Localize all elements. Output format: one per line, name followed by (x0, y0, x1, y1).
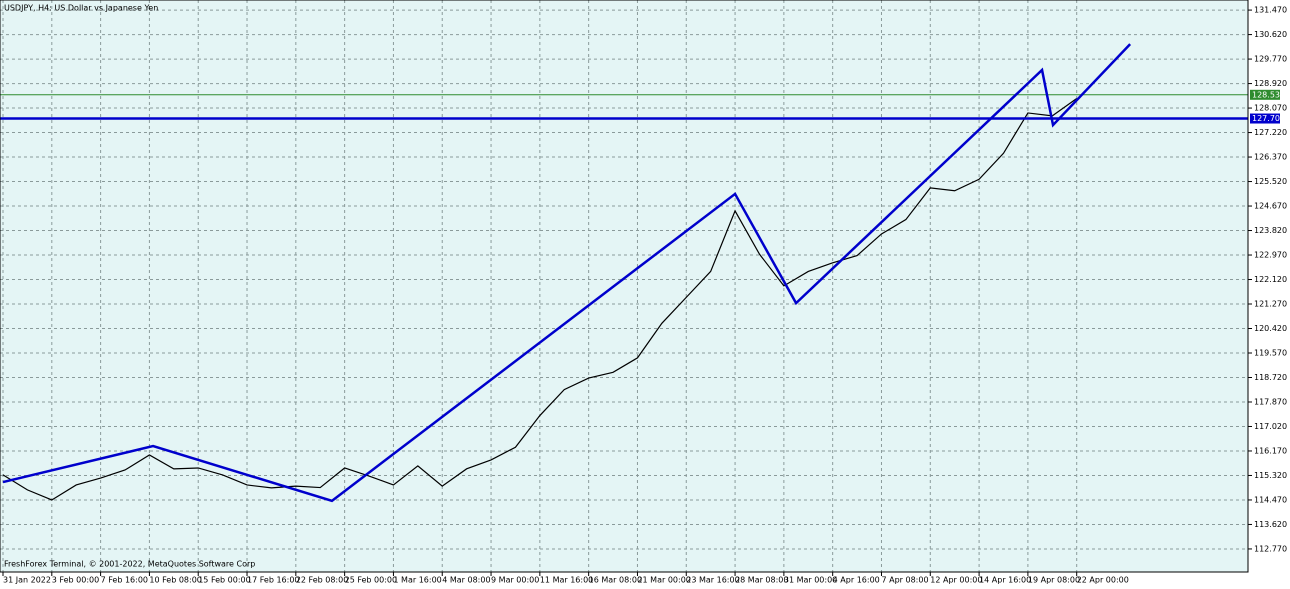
x-tick-label: 23 Mar 16:00 (686, 576, 739, 585)
y-tick-label: 121.270 (1254, 300, 1287, 309)
y-tick-label: 125.520 (1254, 177, 1287, 186)
marks (0, 43, 1248, 503)
y-tick-label: 129.770 (1254, 55, 1287, 64)
grid (0, 0, 1248, 572)
x-tick-label: 28 Mar 08:00 (735, 576, 788, 585)
y-tick-label: 131.470 (1254, 6, 1287, 15)
x-tick-label: 31 Mar 00:00 (784, 576, 837, 585)
price-line (2, 98, 1078, 501)
footer: FreshForex Terminal, © 2001-2022, MetaQu… (4, 560, 255, 569)
y-tick-label: 124.670 (1254, 202, 1287, 211)
y-tick-label: 117.020 (1254, 422, 1287, 431)
x-tick-label: 12 Apr 00:00 (930, 576, 982, 585)
y-tick-label: 123.820 (1254, 226, 1287, 235)
x-tick-label: 17 Feb 16:00 (247, 576, 299, 585)
y-tick-label: 112.770 (1254, 544, 1287, 553)
level-label-box (1250, 89, 1280, 100)
y-tick-label: 126.370 (1254, 153, 1287, 162)
y-tick-label: 114.470 (1254, 495, 1287, 504)
x-tick-label: 25 Feb 00:00 (345, 576, 397, 585)
y-tick-label: 128.920 (1254, 79, 1287, 88)
x-tick-label: 22 Apr 00:00 (1077, 576, 1129, 585)
plot-frame (0, 0, 1249, 573)
plot-area (0, 0, 1248, 572)
x-tick-label: 3 Feb 00:00 (52, 576, 99, 585)
y-tick-label: 117.870 (1254, 397, 1287, 406)
y-tick-label: 130.620 (1254, 30, 1287, 39)
x-tick-label: 11 Mar 16:00 (540, 576, 593, 585)
y-tick-label: 115.320 (1254, 471, 1287, 480)
y-tick-label: 128.070 (1254, 104, 1287, 113)
x-tick-label: 21 Mar 00:00 (637, 576, 690, 585)
level-label-box (1250, 113, 1280, 124)
x-tick-label: 14 Apr 16:00 (979, 576, 1031, 585)
x-tick-label: 19 Apr 08:00 (1028, 576, 1080, 585)
y-tick-label: 120.420 (1254, 324, 1287, 333)
y-tick-label: 122.970 (1254, 251, 1287, 260)
x-tick-label: 7 Feb 16:00 (101, 576, 148, 585)
y-tick-label: 127.220 (1254, 128, 1287, 137)
y-tick-label: 119.570 (1254, 348, 1287, 357)
x-tick-label: 16 Mar 08:00 (589, 576, 642, 585)
x-tick-label: 22 Feb 08:00 (296, 576, 348, 585)
x-tick-label: 1 Mar 16:00 (393, 576, 441, 585)
y-tick-label: 116.170 (1254, 446, 1287, 455)
y-tick-label: 113.620 (1254, 520, 1287, 529)
y-tick-label: 118.720 (1254, 373, 1287, 382)
chart-title: USDJPY, H4: US Dollar vs Japanese Yen (4, 4, 158, 13)
x-tick-label: 9 Mar 00:00 (491, 576, 539, 585)
level-label: 127.707 (1252, 114, 1285, 123)
x-tick-label: 4 Mar 08:00 (442, 576, 490, 585)
x-tick-label: 4 Apr 16:00 (833, 576, 880, 585)
level-label: 128.530 (1252, 90, 1285, 99)
x-tick-label: 7 Apr 08:00 (881, 576, 928, 585)
x-tick-label: 15 Feb 00:00 (198, 576, 250, 585)
x-tick-label: 10 Feb 08:00 (149, 576, 201, 585)
x-tick-label: 31 Jan 2022 (3, 576, 51, 585)
zigzag-line (2, 43, 1132, 503)
y-tick-label: 122.120 (1254, 275, 1287, 284)
